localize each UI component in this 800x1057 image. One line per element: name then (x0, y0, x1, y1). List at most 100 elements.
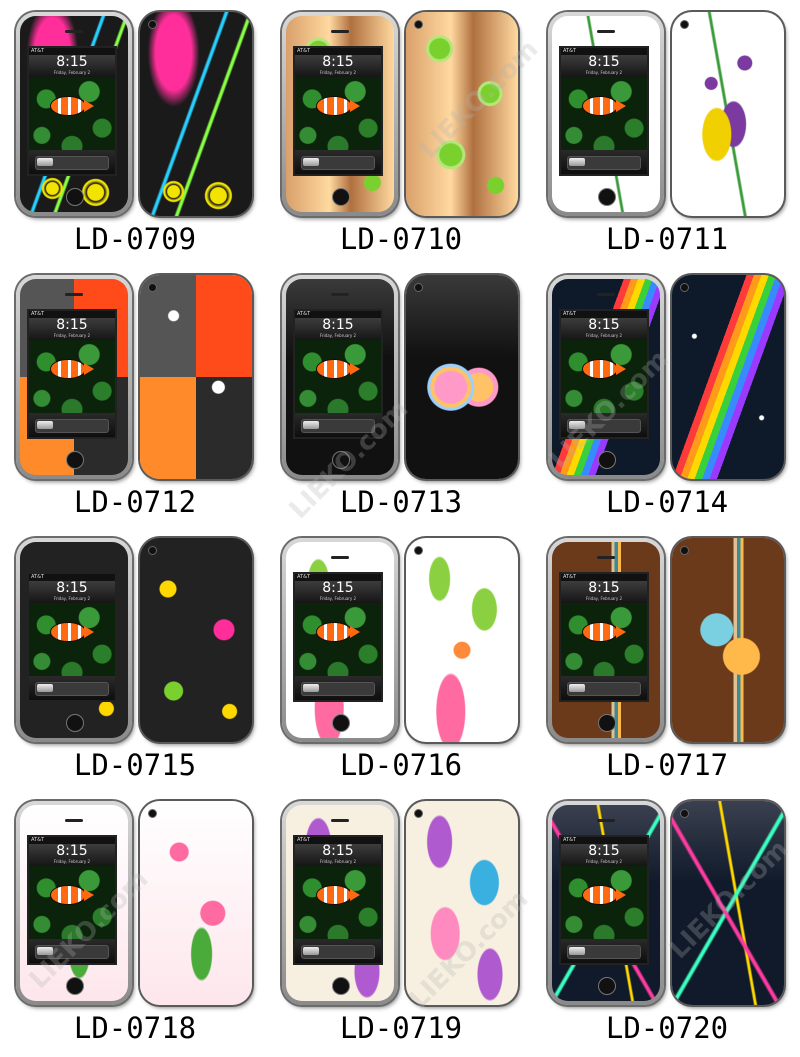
status-bar: AT&T (561, 311, 647, 318)
phone-back (672, 12, 784, 216)
wallpaper (295, 77, 381, 150)
phone-back (140, 538, 252, 742)
unlock-track (35, 682, 109, 696)
phone-pair: AT&T 8:15 Friday, February 2 (544, 538, 790, 744)
carrier-label: AT&T (563, 311, 577, 317)
home-button-icon (598, 714, 616, 732)
phone-front: AT&T 8:15 Friday, February 2 (548, 12, 664, 216)
lock-date: Friday, February 2 (53, 333, 91, 338)
clownfish-image (317, 97, 360, 115)
unlock-track (567, 945, 641, 959)
earpiece-icon (65, 293, 83, 296)
slide-to-unlock (295, 413, 381, 437)
phone-front: AT&T 8:15 Friday, February 2 (16, 12, 132, 216)
camera-icon (148, 283, 157, 292)
home-button-icon (332, 188, 350, 206)
earpiece-icon (65, 30, 83, 33)
lock-date: Friday, February 2 (585, 859, 623, 864)
earpiece-icon (331, 556, 349, 559)
slide-to-unlock (561, 150, 647, 174)
home-button-icon (332, 714, 350, 732)
lock-time: 8:15 (56, 843, 88, 859)
home-button-icon (66, 977, 84, 995)
clownfish-image (317, 360, 360, 378)
carrier-label: AT&T (563, 837, 577, 843)
product-card: AT&T 8:15 Friday, February 2 (270, 8, 532, 268)
lock-clock: 8:15 Friday, February 2 (295, 55, 381, 77)
lock-screen: AT&T 8:15 Friday, February 2 (559, 835, 649, 965)
carrier-label: AT&T (297, 837, 311, 843)
phone-pair: AT&T 8:15 Friday, February 2 (278, 275, 524, 481)
phone-back (140, 275, 252, 479)
lock-clock: 8:15 Friday, February 2 (295, 844, 381, 866)
phone-front: AT&T 8:15 Friday, February 2 (548, 538, 664, 742)
unlock-knob-icon (303, 684, 319, 692)
home-button-icon (598, 188, 616, 206)
lock-time: 8:15 (588, 580, 620, 596)
phone-back (406, 801, 518, 1005)
lock-date: Friday, February 2 (53, 859, 91, 864)
phone-back (672, 538, 784, 742)
lock-time: 8:15 (322, 317, 354, 333)
unlock-knob-icon (37, 947, 53, 955)
wallpaper (561, 77, 647, 150)
home-button-icon (598, 451, 616, 469)
lock-screen: AT&T 8:15 Friday, February 2 (293, 835, 383, 965)
lock-clock: 8:15 Friday, February 2 (561, 318, 647, 340)
earpiece-icon (65, 556, 83, 559)
unlock-knob-icon (569, 684, 585, 692)
lock-time: 8:15 (588, 317, 620, 333)
clownfish-image (51, 97, 94, 115)
phone-back (672, 275, 784, 479)
wallpaper (561, 866, 647, 939)
unlock-track (35, 156, 109, 170)
lock-screen: AT&T 8:15 Friday, February 2 (293, 46, 383, 176)
unlock-knob-icon (569, 947, 585, 955)
lock-screen: AT&T 8:15 Friday, February 2 (293, 309, 383, 439)
earpiece-icon (331, 293, 349, 296)
unlock-track (567, 419, 641, 433)
slide-to-unlock (295, 939, 381, 963)
phone-pair: AT&T 8:15 Friday, February 2 (12, 275, 258, 481)
status-bar: AT&T (295, 574, 381, 581)
status-bar: AT&T (295, 837, 381, 844)
carrier-label: AT&T (297, 311, 311, 317)
product-card: AT&T 8:15 Friday, February 2 (4, 534, 266, 794)
lock-screen: AT&T 8:15 Friday, February 2 (27, 572, 117, 702)
earpiece-icon (65, 819, 83, 822)
carrier-label: AT&T (31, 48, 45, 54)
phone-pair: AT&T 8:15 Friday, February 2 (544, 801, 790, 1007)
wallpaper (561, 340, 647, 413)
lock-date: Friday, February 2 (319, 70, 357, 75)
unlock-knob-icon (303, 158, 319, 166)
camera-icon (148, 809, 157, 818)
camera-icon (414, 20, 423, 29)
home-button-icon (332, 977, 350, 995)
earpiece-icon (597, 556, 615, 559)
phone-front: AT&T 8:15 Friday, February 2 (282, 275, 398, 479)
wallpaper (29, 77, 115, 150)
unlock-track (301, 945, 375, 959)
wallpaper (295, 866, 381, 939)
slide-to-unlock (561, 939, 647, 963)
wallpaper (29, 603, 115, 676)
carrier-label: AT&T (31, 837, 45, 843)
unlock-track (35, 419, 109, 433)
lock-time: 8:15 (322, 580, 354, 596)
camera-icon (680, 546, 689, 555)
earpiece-icon (597, 819, 615, 822)
product-card: AT&T 8:15 Friday, February 2 (536, 8, 798, 268)
unlock-knob-icon (37, 421, 53, 429)
clownfish-image (583, 886, 626, 904)
product-card: AT&T 8:15 Friday, February 2 (270, 797, 532, 1057)
camera-icon (680, 20, 689, 29)
wallpaper (29, 866, 115, 939)
product-code: LD-0720 (605, 1011, 729, 1045)
status-bar: AT&T (29, 837, 115, 844)
home-button-icon (66, 451, 84, 469)
carrier-label: AT&T (563, 48, 577, 54)
phone-pair: AT&T 8:15 Friday, February 2 (12, 538, 258, 744)
unlock-knob-icon (303, 421, 319, 429)
lock-clock: 8:15 Friday, February 2 (561, 844, 647, 866)
product-code: LD-0718 (73, 1011, 197, 1045)
